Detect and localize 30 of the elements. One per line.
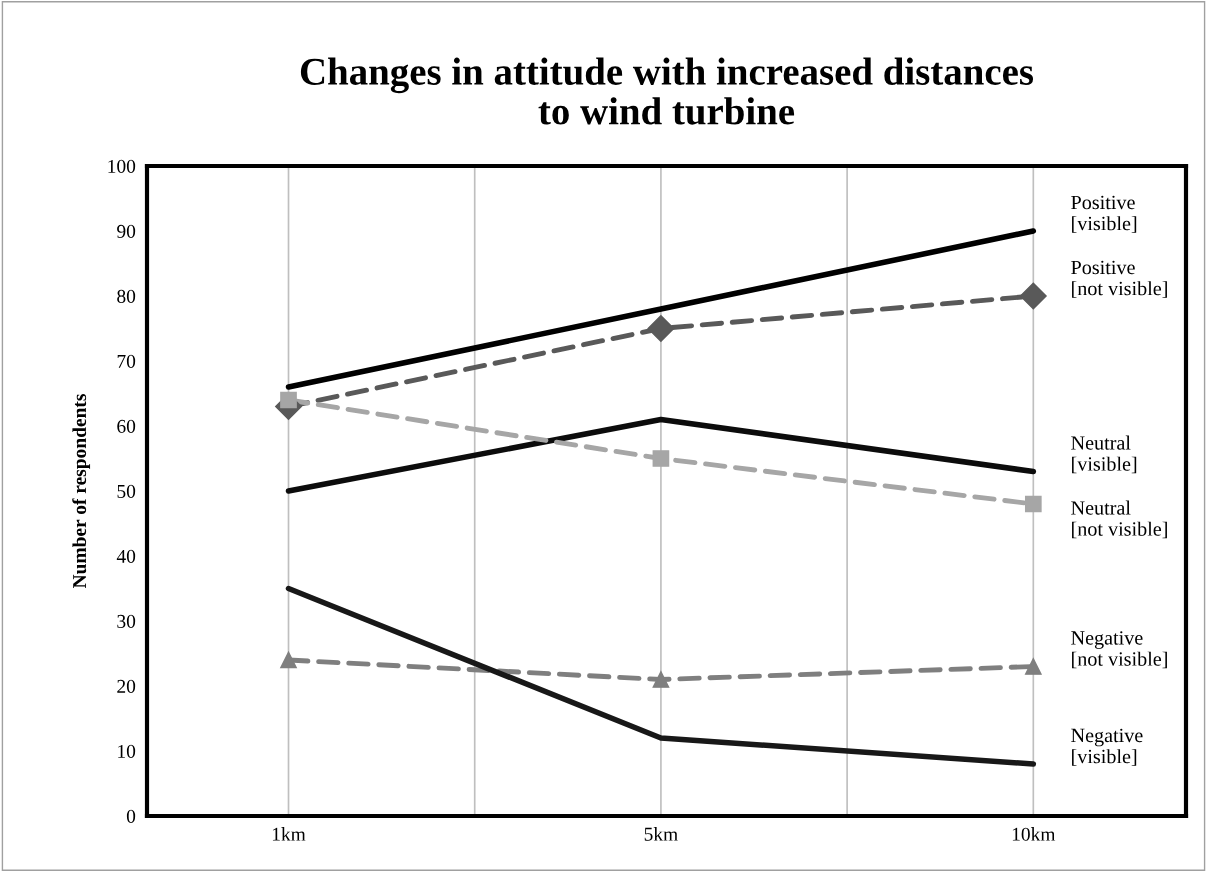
series-label: Positive [not visible] — [1071, 260, 1167, 298]
y-axis-title: Number of respondents — [72, 394, 91, 589]
y-tick-label: 20 — [117, 679, 136, 693]
point — [647, 315, 675, 342]
point — [1019, 282, 1047, 310]
series-label: Negative [not visible] — [1071, 631, 1167, 669]
y-tick-label: 10 — [118, 744, 136, 758]
y-tick-label: 60 — [117, 419, 136, 433]
series-label: Positive [visible] — [1071, 195, 1137, 233]
y-tick-label: 50 — [117, 484, 136, 498]
x-tick-label: 10km — [1012, 827, 1056, 841]
point — [652, 671, 670, 688]
point — [280, 651, 297, 669]
point — [1024, 495, 1042, 513]
y-tick-label: 40 — [116, 549, 136, 563]
y-tick-label: 90 — [117, 224, 136, 238]
y-tick-label: 80 — [117, 289, 136, 303]
series-label: Neutral [not visible] — [1071, 500, 1167, 539]
y-tick-label: 100 — [108, 159, 136, 173]
y-tick-label: 70 — [117, 354, 136, 368]
y-tick-label: 0 — [126, 809, 136, 823]
series-label: Negative [visible] — [1071, 728, 1143, 766]
point — [1024, 658, 1042, 675]
x-tick-label: 1km — [272, 827, 306, 841]
x-tick-label: 5km — [644, 827, 678, 841]
y-tick-label: 30 — [117, 614, 136, 628]
point — [280, 391, 297, 409]
chart-title: Changes in attitude with increased distances to wind turbine — [300, 57, 1034, 125]
point — [652, 450, 670, 467]
series-label: Neutral [visible] — [1071, 435, 1137, 474]
